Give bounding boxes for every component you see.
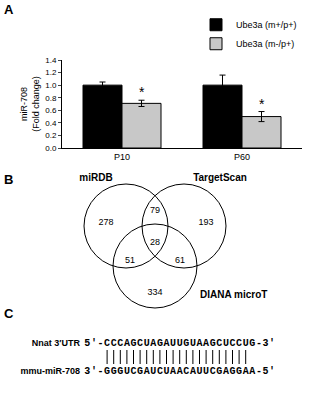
svg-text:0.0: 0.0 [45, 144, 57, 153]
svg-text:Nnat 3′UTR: Nnat 3′UTR [32, 338, 81, 348]
svg-text:C: C [229, 338, 235, 349]
svg-text:B: B [4, 172, 13, 187]
svg-text:278: 278 [98, 217, 113, 227]
svg-text:': ' [269, 338, 275, 349]
svg-text:A: A [124, 338, 130, 349]
svg-text:U: U [150, 366, 156, 377]
svg-text:A: A [249, 366, 255, 377]
svg-text:28: 28 [150, 237, 160, 247]
svg-text:DIANA microT: DIANA microT [200, 289, 267, 300]
svg-text:U: U [223, 338, 229, 349]
svg-text:miRDB: miRDB [79, 172, 112, 183]
svg-text:A: A [190, 366, 196, 377]
svg-text:U: U [163, 366, 169, 377]
svg-text:334: 334 [147, 287, 162, 297]
svg-text:5: 5 [262, 366, 268, 377]
svg-text:G: G [104, 366, 110, 377]
svg-text:C: C [210, 366, 216, 377]
svg-text:C: C [4, 306, 14, 321]
svg-text:': ' [91, 366, 97, 377]
svg-text:C: C [183, 366, 189, 377]
svg-text:A: A [144, 366, 150, 377]
svg-text:1.2: 1.2 [45, 68, 57, 77]
svg-text:A: A [163, 338, 169, 349]
svg-text:-: - [97, 338, 103, 349]
svg-text:*: * [259, 96, 265, 112]
svg-text:C: C [216, 338, 222, 349]
svg-text:': ' [91, 338, 97, 349]
svg-text:1.0: 1.0 [45, 81, 57, 90]
svg-text:miR-708(Fold change): miR-708(Fold change) [19, 76, 41, 132]
svg-text:C: C [111, 338, 117, 349]
svg-text:A: A [177, 366, 183, 377]
svg-text:U: U [190, 338, 196, 349]
svg-text:0.2: 0.2 [45, 131, 57, 140]
svg-text:A: A [196, 338, 202, 349]
svg-text:U: U [144, 338, 150, 349]
svg-text:Ube3a (m+/p+): Ube3a (m+/p+) [236, 20, 297, 30]
svg-text:TargetScan: TargetScan [193, 172, 247, 183]
svg-text:G: G [210, 338, 216, 349]
svg-text:C: C [130, 366, 136, 377]
svg-text:C: C [117, 338, 123, 349]
svg-text:U: U [124, 366, 130, 377]
svg-text:C: C [104, 338, 110, 349]
svg-text:P60: P60 [234, 152, 250, 162]
svg-text:U: U [196, 366, 202, 377]
svg-text:193: 193 [198, 217, 213, 227]
svg-text:U: U [177, 338, 183, 349]
svg-text:A: A [223, 366, 229, 377]
svg-text:1.4: 1.4 [45, 56, 57, 65]
svg-text:3: 3 [262, 338, 268, 349]
svg-text:0.6: 0.6 [45, 106, 57, 115]
svg-text:G: G [229, 366, 235, 377]
svg-text:0.4: 0.4 [45, 119, 57, 128]
svg-text:-: - [256, 338, 262, 349]
html-text:A: A [4, 2, 14, 17]
svg-text:G: G [130, 338, 136, 349]
svg-text:C: C [236, 338, 242, 349]
svg-text:-: - [256, 366, 262, 377]
svg-text:G: G [216, 366, 222, 377]
svg-text:A: A [170, 366, 176, 377]
svg-text:A: A [203, 338, 209, 349]
svg-text:A: A [150, 338, 156, 349]
svg-text:G: G [183, 338, 189, 349]
svg-text:P10: P10 [114, 152, 130, 162]
svg-text:3: 3 [84, 366, 90, 377]
svg-text:61: 61 [175, 255, 185, 265]
svg-text:G: G [157, 338, 163, 349]
svg-text:U: U [203, 366, 209, 377]
svg-text:-: - [97, 366, 103, 377]
svg-text:C: C [157, 366, 163, 377]
svg-text:G: G [111, 366, 117, 377]
svg-text:G: G [117, 366, 123, 377]
svg-text:*: * [139, 84, 145, 100]
svg-text:U: U [170, 338, 176, 349]
svg-text:51: 51 [125, 255, 135, 265]
svg-text:C: C [137, 338, 143, 349]
svg-text:A: A [243, 366, 249, 377]
svg-text:G: G [137, 366, 143, 377]
svg-text:': ' [269, 366, 275, 377]
svg-text:0.8: 0.8 [45, 94, 57, 103]
svg-text:U: U [243, 338, 249, 349]
svg-text:5: 5 [84, 338, 90, 349]
svg-text:79: 79 [150, 205, 160, 215]
svg-text:G: G [249, 338, 255, 349]
svg-text:mmu-miR-708: mmu-miR-708 [20, 366, 80, 376]
svg-text:Ube3a (m-/p+): Ube3a (m-/p+) [236, 39, 294, 49]
svg-text:G: G [236, 366, 242, 377]
